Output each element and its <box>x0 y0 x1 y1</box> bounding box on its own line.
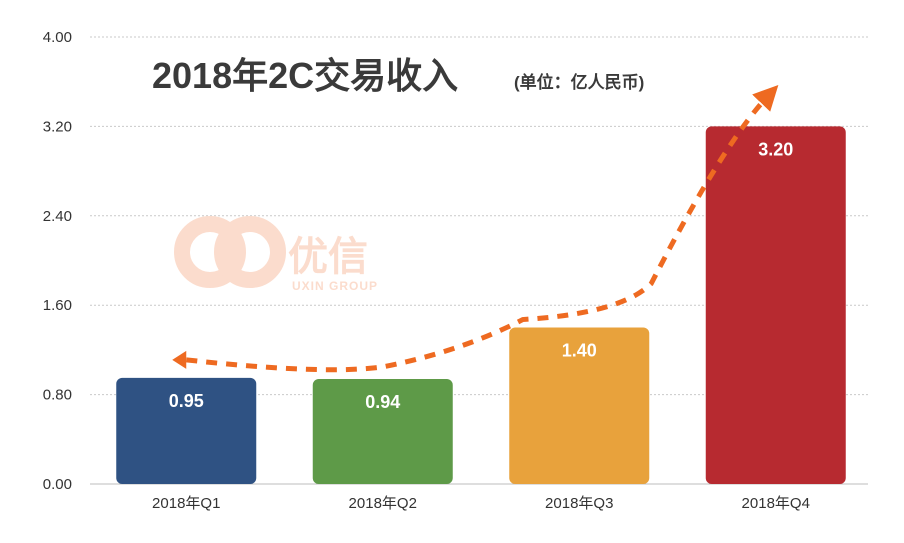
x-tick-label: 2018年Q1 <box>152 495 220 512</box>
bar <box>312 378 453 484</box>
x-tick-label: 2018年Q3 <box>545 495 613 512</box>
uxin-watermark: 优信 UXIN GROUP <box>174 216 378 293</box>
bars <box>116 126 846 485</box>
y-tick-label: 0.80 <box>43 387 72 404</box>
y-tick-label: 3.20 <box>43 118 72 135</box>
watermark-text: 优信 <box>288 235 368 279</box>
chart-title: 2018年2C交易收入 <box>152 55 458 96</box>
trend-arrow <box>185 84 779 373</box>
uxin-logo-icon <box>174 216 286 288</box>
bar-value-label: 0.95 <box>169 391 204 411</box>
chart-subtitle: (单位：亿人民币) <box>514 72 644 92</box>
x-axis: 2018年Q1 2018年Q2 2018年Q3 2018年Q4 <box>152 495 810 512</box>
y-axis: 0.00 0.80 1.60 2.40 3.20 4.00 <box>43 29 72 493</box>
bar <box>509 327 650 484</box>
bar-value-label: 3.20 <box>758 139 793 159</box>
bar-value-label: 0.94 <box>365 392 400 412</box>
bar <box>116 377 257 484</box>
y-tick-label: 0.00 <box>43 476 72 493</box>
bar <box>705 126 846 485</box>
watermark-subtext: UXIN GROUP <box>292 279 378 293</box>
value-labels: 0.95 0.94 1.40 3.20 <box>169 139 794 412</box>
x-tick-label: 2018年Q2 <box>349 495 417 512</box>
bar-value-label: 1.40 <box>562 341 597 361</box>
y-tick-label: 2.40 <box>43 208 72 225</box>
y-tick-label: 1.60 <box>43 297 72 314</box>
trend-arrow-tail <box>172 350 187 369</box>
x-tick-label: 2018年Q4 <box>742 495 810 512</box>
y-tick-label: 4.00 <box>43 29 72 46</box>
